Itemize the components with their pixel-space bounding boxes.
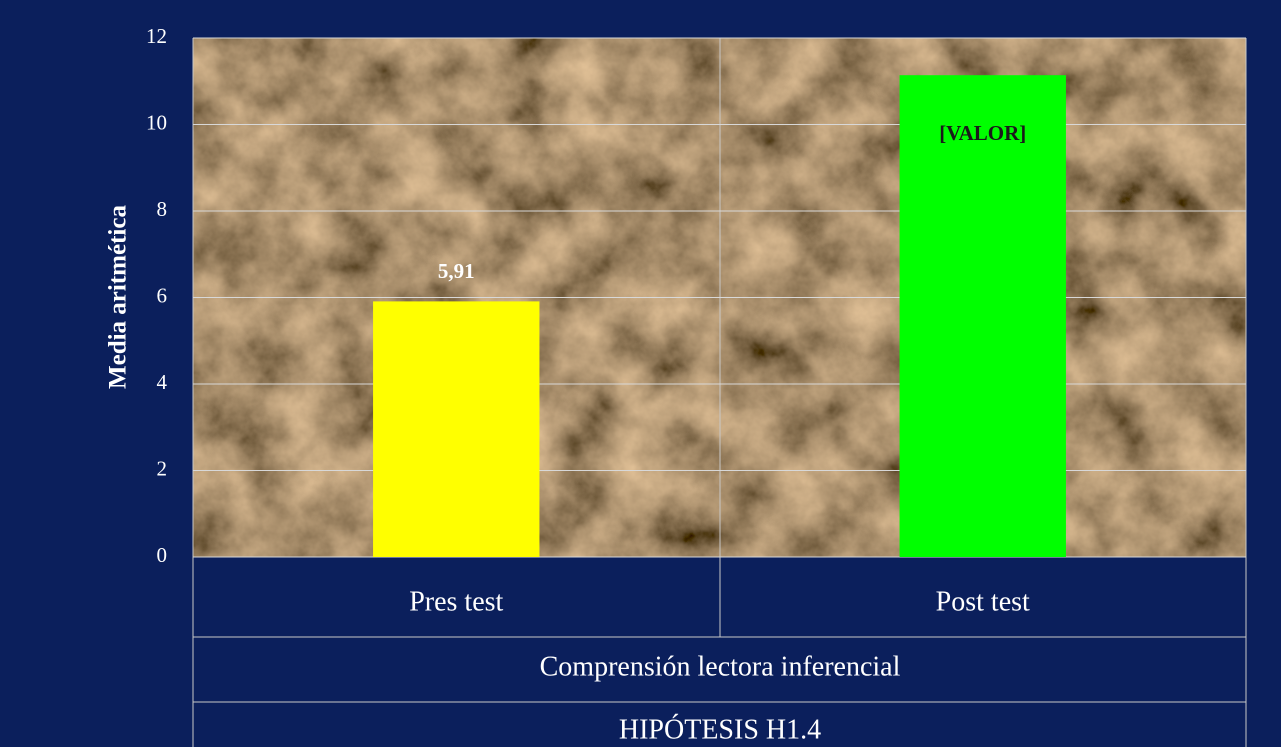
bar — [899, 75, 1066, 557]
y-tick-label: 6 — [157, 283, 168, 307]
y-tick-label: 0 — [157, 543, 168, 567]
x-group-label: Comprensión lectora inferencial — [540, 651, 901, 682]
y-tick-label: 2 — [157, 456, 168, 480]
y-tick-label: 12 — [146, 24, 167, 48]
data-label: 5,91 — [438, 259, 475, 283]
bar — [373, 301, 540, 557]
y-axis-title: Media aritmética — [105, 205, 132, 389]
data-label: [VALOR] — [939, 121, 1026, 145]
y-tick-label: 8 — [157, 197, 168, 221]
axis-frame — [192, 38, 1247, 747]
y-tick-label: 10 — [146, 110, 167, 134]
x-tick-label: Pres test — [409, 586, 503, 617]
x-axis-title: HIPÓTESIS H1.4 — [619, 714, 821, 745]
y-tick-label: 4 — [157, 370, 168, 394]
x-tick-label: Post test — [936, 586, 1030, 617]
